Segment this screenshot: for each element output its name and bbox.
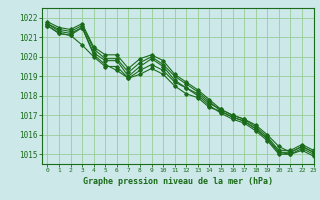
- X-axis label: Graphe pression niveau de la mer (hPa): Graphe pression niveau de la mer (hPa): [83, 177, 273, 186]
